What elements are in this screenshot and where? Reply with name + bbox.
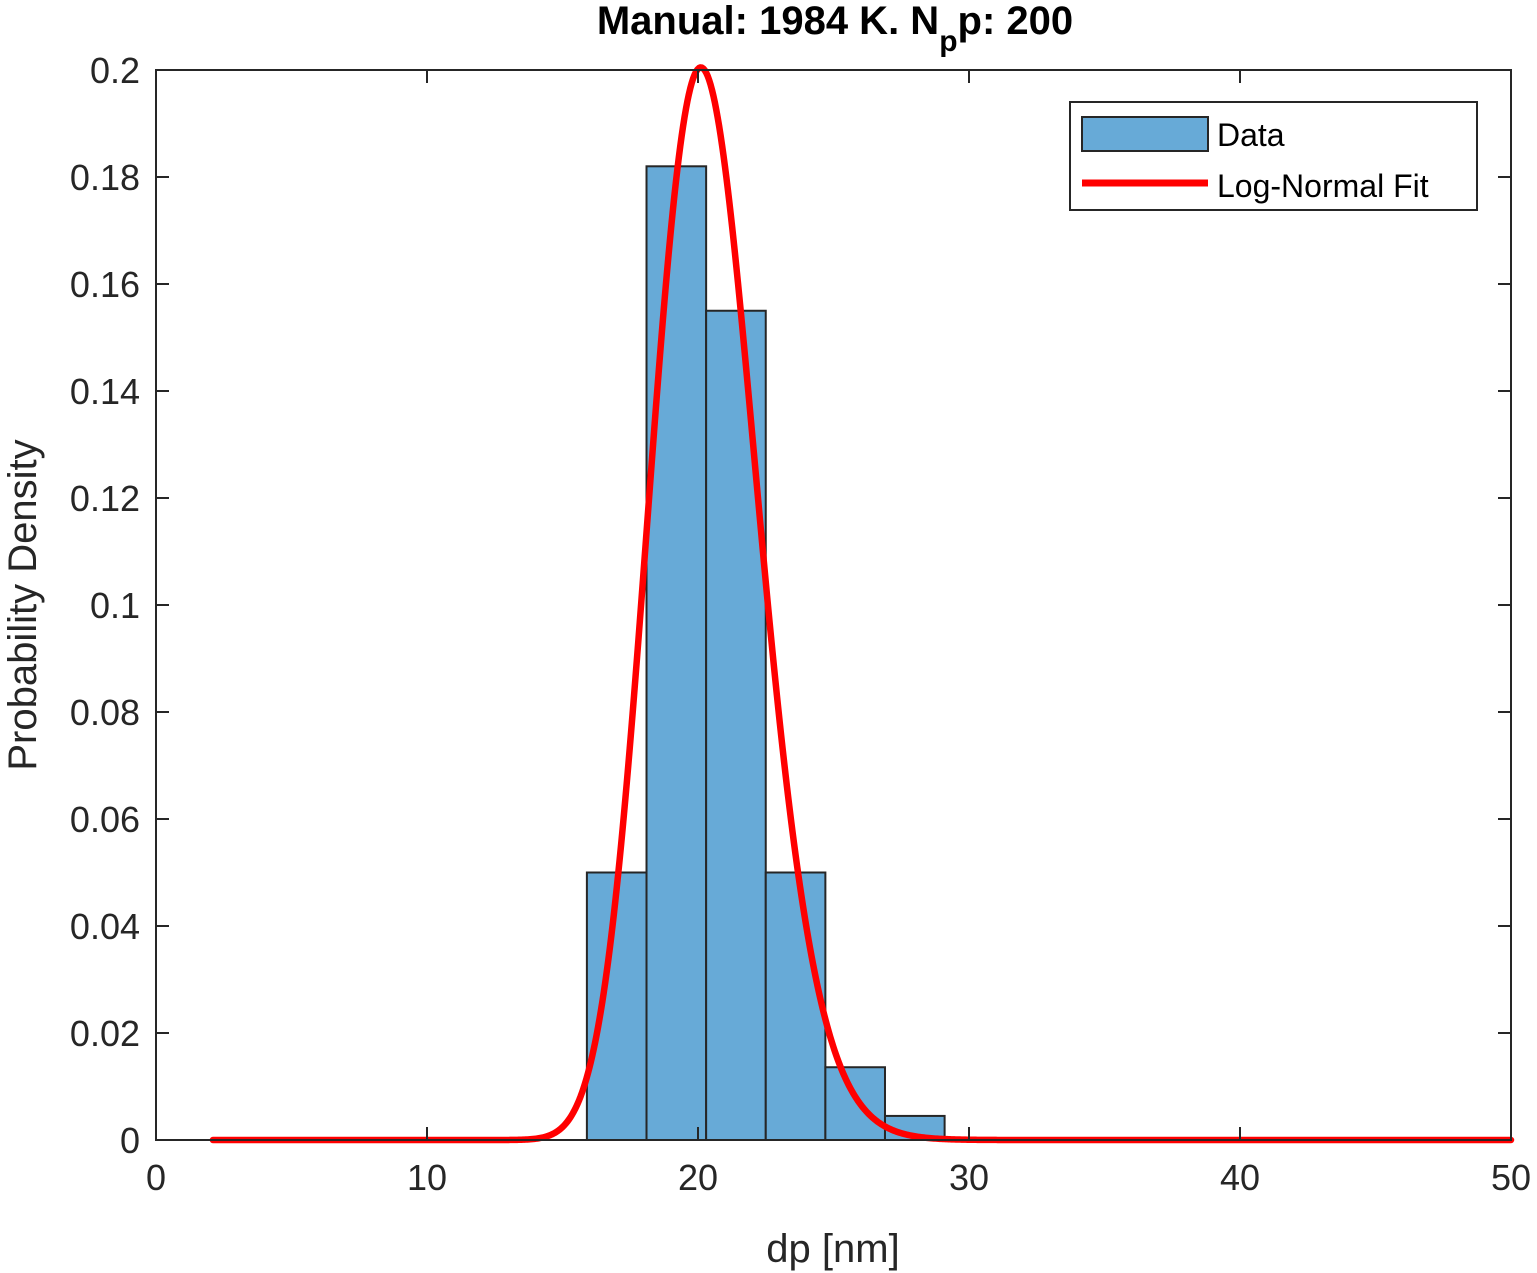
legend: Data Log-Normal Fit (1069, 101, 1478, 211)
plot-area: 0 10 20 30 40 50 0 0.02 0.04 0.06 0.08 0.1 0.12 0.14 0… (70, 50, 1531, 1198)
y-tick-label: 0.1 (90, 585, 140, 626)
x-tick-label: 50 (1491, 1157, 1531, 1198)
legend-data-label: Data (1217, 117, 1285, 153)
legend-fit-label: Log-Normal Fit (1217, 168, 1429, 204)
x-tick-label: 40 (1220, 1157, 1260, 1198)
histogram-bar (645, 165, 708, 1142)
x-tick-label: 20 (678, 1157, 718, 1198)
x-axis-label: dp [nm] (766, 1227, 899, 1271)
legend-data-swatch (1081, 116, 1209, 152)
y-tick-label: 0.16 (70, 264, 140, 305)
y-axis-label: Probability Density (1, 439, 45, 770)
x-tick-label: 10 (407, 1157, 447, 1198)
y-tick-label: 0.14 (70, 371, 140, 412)
axes-box (155, 69, 1512, 1141)
histogram-bar (824, 1066, 886, 1141)
chart-title-main: Manual: 1984 K. N (597, 0, 939, 43)
y-tick-label: 0.06 (70, 799, 140, 840)
lognormal-fit-line (209, 64, 1515, 1144)
histogram-bar (764, 871, 827, 1141)
y-tick-label: 0.2 (90, 50, 140, 91)
y-tick-label: 0.08 (70, 692, 140, 733)
y-tick-label: 0.12 (70, 478, 140, 519)
chart-title-rest: p: 200 (958, 0, 1074, 43)
x-tick-label: 30 (949, 1157, 989, 1198)
y-tick-label: 0.02 (70, 1013, 140, 1054)
chart-title-subscript: p (939, 25, 957, 58)
y-tick-label: 0.04 (70, 906, 140, 947)
y-tick-label: 0.18 (70, 157, 140, 198)
y-tick-label: 0 (120, 1120, 140, 1161)
x-tick-label: 0 (146, 1157, 166, 1198)
chart-title: Manual: 1984 K. Npp: 200 (597, 0, 1073, 58)
histogram-bar (705, 309, 767, 1141)
